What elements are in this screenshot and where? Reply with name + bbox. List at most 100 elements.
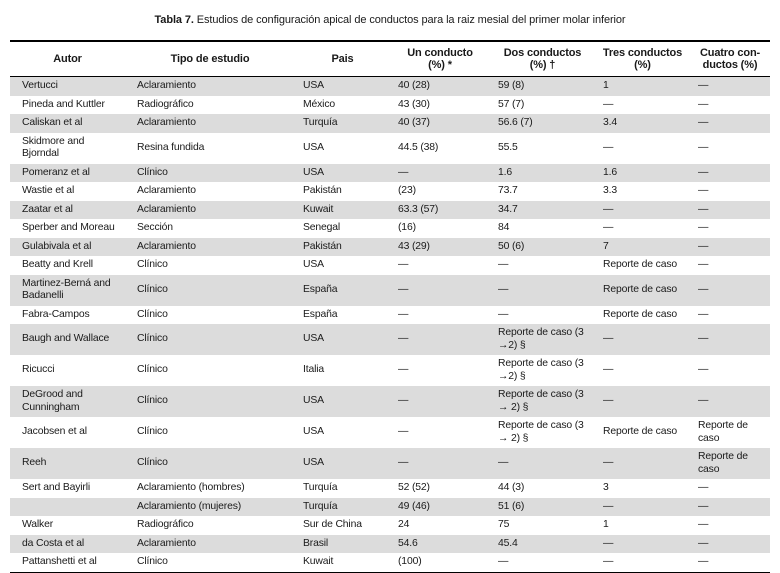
table-cell: Aclaramiento (mujeres) xyxy=(137,500,242,512)
table-cell: — xyxy=(398,395,409,407)
table-cell: — xyxy=(698,222,709,233)
table-cell: — xyxy=(698,482,709,493)
table-row: Zaatar et al Aclaramiento Kuwait 63.3 (57) 3… xyxy=(10,200,770,219)
table-cell: Zaatar et al xyxy=(22,203,73,215)
table-cell: — xyxy=(498,308,509,320)
table-cell: (100) xyxy=(398,556,422,567)
table-cell: Reporte de caso xyxy=(603,308,677,320)
table-cell: 73.7 xyxy=(498,185,518,196)
table-cell: Vertucci xyxy=(22,80,58,91)
table-cell: 40 (37) xyxy=(398,117,430,128)
table-cell: Gulabivala et al xyxy=(22,240,92,252)
table-cell: — xyxy=(603,395,614,407)
table-cell: — xyxy=(398,308,409,320)
table-cell: Skidmore and Bjorndal xyxy=(22,135,85,160)
table-cell: Martinez-Berná and Badanelli xyxy=(22,277,111,302)
table-cell: USA xyxy=(303,259,324,270)
table-cell: Turquía xyxy=(303,117,338,128)
table-cell: Pattanshetti et al xyxy=(22,556,97,567)
table-cell: — xyxy=(698,259,709,270)
table-cell: USA xyxy=(303,166,324,178)
table-cell: — xyxy=(603,141,614,153)
table-cell: 1.6 xyxy=(603,166,617,178)
table-cell: Aclaramiento xyxy=(137,185,196,196)
table-row: Ricucci Clínico Italia — Reporte de caso (3 … xyxy=(10,355,770,386)
table-cell: Reporte de caso xyxy=(603,426,677,438)
table-cell: 1 xyxy=(603,519,609,530)
table-cell: 55.5 xyxy=(498,141,518,153)
table-cell: Reporte de caso (3 →2) § xyxy=(498,358,584,382)
table-cell: USA xyxy=(303,395,324,407)
table-cell: — xyxy=(398,259,409,270)
table-cell: — xyxy=(398,364,409,376)
table-cell: 7 xyxy=(603,240,609,252)
table-cell: Clínico xyxy=(137,457,168,469)
table-cell: — xyxy=(398,283,409,295)
table-cell: 45.4 xyxy=(498,537,518,549)
table-cell: Reporte de caso (3 → 2) § xyxy=(498,389,584,413)
table-cell: Pakistán xyxy=(303,185,342,196)
table-row: Aclaramiento (mujeres) Turquía 49 (46) 51 (… xyxy=(10,497,770,517)
table-row: Skidmore and Bjorndal Resina fundida USA 44… xyxy=(10,133,770,164)
table-cell: 50 (6) xyxy=(498,240,525,252)
table-cell: Kuwait xyxy=(303,556,334,567)
table-cell: 40 (28) xyxy=(398,80,430,91)
column-header: Tres conductos (%) xyxy=(595,41,690,77)
table-cell: Ricucci xyxy=(22,364,55,376)
table-cell: da Costa et al xyxy=(22,537,85,549)
table-cell: — xyxy=(698,166,709,178)
table-cell: Clínico xyxy=(137,166,168,178)
table-cell: Fabra-Campos xyxy=(22,308,90,320)
table-cell: Sperber and Moreau xyxy=(22,222,115,233)
table-cell: 84 xyxy=(498,222,510,233)
table-cell: 24 xyxy=(398,519,410,530)
table-row: Pomeranz et al Clínico USA — 1.6 1.6 — xyxy=(10,163,770,182)
table-cell: Clínico xyxy=(137,333,168,345)
table-body: Vertucci Aclaramiento USA 40 (28) 59 (8) 1 — Pi… xyxy=(10,76,770,573)
table-cell: 52 (52) xyxy=(398,482,430,493)
table-cell: — xyxy=(698,500,709,512)
table-row: da Costa et al Aclaramiento Brasil 54.6 45.4… xyxy=(10,534,770,553)
table-cell: Reporte de caso xyxy=(698,420,748,444)
table-cell: Clínico xyxy=(137,308,168,320)
table-cell: (23) xyxy=(398,185,416,196)
table-row: Caliskan et al Aclaramiento Turquía 40 (37)… xyxy=(10,114,770,133)
table-cell: — xyxy=(698,364,709,376)
table-row: Pineda and Kuttler Radiográfico México 43 (… xyxy=(10,96,770,115)
table-cell: — xyxy=(498,556,509,567)
table-cell: Walker xyxy=(22,519,54,530)
table-cell: — xyxy=(498,259,509,270)
table-cell: 75 xyxy=(498,519,510,530)
table-row: Wastie et al Aclaramiento Pakistán (23) 73.7… xyxy=(10,182,770,201)
table-row: Gulabivala et al Aclaramiento Pakistán 43 (… xyxy=(10,237,770,256)
table-cell: Radiográfico xyxy=(137,98,194,110)
table-cell: Jacobsen et al xyxy=(22,426,87,438)
table-cell: — xyxy=(698,537,709,549)
column-header: Autor xyxy=(10,41,125,77)
table-cell: Clínico xyxy=(137,283,168,295)
table-row: Pattanshetti et al Clínico Kuwait (100) — — — xyxy=(10,553,770,573)
table-row: Walker Radiográfico Sur de China 24 75 1 — xyxy=(10,516,770,535)
table-cell: — xyxy=(698,333,709,345)
table-cell: — xyxy=(398,166,409,178)
table-row: Jacobsen et al Clínico USA — Reporte de caso… xyxy=(10,417,770,448)
table-cell: 49 (46) xyxy=(398,500,430,512)
table-cell: Aclaramiento xyxy=(137,240,196,252)
table-cell: 59 (8) xyxy=(498,80,525,91)
table-cell: 56.6 (7) xyxy=(498,117,533,128)
table-cell xyxy=(10,498,125,517)
table-cell: — xyxy=(698,308,709,320)
table-cell: España xyxy=(303,283,338,295)
table-cell: Reporte de caso xyxy=(603,283,677,295)
table-cell: 44 (3) xyxy=(498,482,525,493)
table-cell: Reporte de caso (3 → 2) § xyxy=(498,420,584,444)
table-cell: — xyxy=(698,117,709,128)
table-cell: 1 xyxy=(603,80,609,91)
table-cell: DeGrood and Cunningham xyxy=(22,389,83,413)
table-cell: Radiográfico xyxy=(137,519,194,530)
table-cell: Aclaramiento xyxy=(137,117,196,128)
table-cell: Kuwait xyxy=(303,203,334,215)
table-cell: — xyxy=(603,537,614,549)
table-cell: Clínico xyxy=(137,426,168,438)
